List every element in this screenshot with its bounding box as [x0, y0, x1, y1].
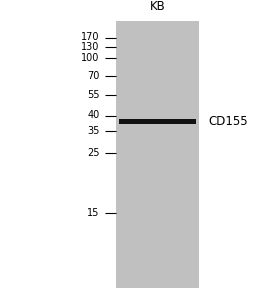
Bar: [119, 119, 196, 124]
Text: 55: 55: [87, 90, 99, 100]
Text: 130: 130: [81, 41, 99, 52]
Text: 35: 35: [87, 125, 99, 136]
Text: 100: 100: [81, 53, 99, 64]
Text: CD155: CD155: [208, 115, 248, 128]
Text: 15: 15: [87, 208, 99, 218]
Text: 25: 25: [87, 148, 99, 158]
Text: 40: 40: [87, 110, 99, 121]
Text: 70: 70: [87, 70, 99, 81]
Text: KB: KB: [149, 1, 165, 13]
Text: 170: 170: [81, 32, 99, 43]
Bar: [116, 21, 199, 288]
